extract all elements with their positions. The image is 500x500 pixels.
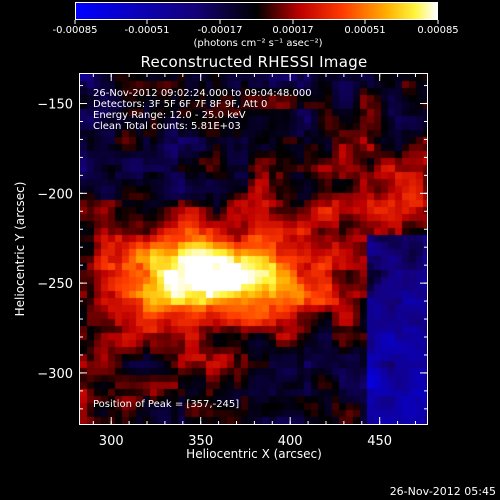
x-tick-label-1: 350: [188, 434, 213, 449]
x-axis-label: Heliocentric X (arcsec): [186, 447, 322, 461]
x-tick-label-3: 450: [367, 434, 392, 449]
y-tick-label-0: −150: [37, 98, 73, 113]
y-tick-label-1: −200: [37, 187, 73, 202]
x-tick-label-2: 400: [278, 434, 303, 449]
colorbar-gradient: [76, 3, 437, 19]
colorbar-tick-label-0: -0.00085: [52, 25, 98, 36]
heatmap-image: [80, 74, 427, 424]
energy-range-annotation: Energy Range: 12.0 - 25.0 keV: [93, 110, 246, 121]
colorbar-tick-label-2: -0.00017: [197, 25, 243, 36]
detectors-annotation: Detectors: 3F 5F 6F 7F 8F 9F, Att 0: [93, 99, 268, 110]
colorbar: [75, 2, 438, 20]
colorbar-tick-label-3: 0.00017: [272, 25, 314, 36]
colorbar-tick-label-1: -0.00051: [124, 25, 170, 36]
y-axis-label: Heliocentric Y (arcsec): [13, 181, 27, 317]
colorbar-tick-label-5: 0.00085: [417, 25, 459, 36]
clean-counts-annotation: Clean Total counts: 5.81E+03: [93, 121, 241, 132]
colorbar-ticks: [74, 20, 439, 24]
time-range-annotation: 26-Nov-2012 09:02:24.000 to 09:04:48.000: [93, 88, 312, 99]
peak-position-annotation: Position of Peak = [357,-245]: [93, 399, 240, 410]
plot-area: [79, 73, 428, 425]
footer-timestamp: 26-Nov-2012 05:45: [389, 485, 496, 498]
y-tick-label-3: −300: [37, 367, 73, 382]
chart-title: Reconstructed RHESSI Image: [140, 53, 368, 71]
x-tick-label-0: 300: [99, 434, 124, 449]
colorbar-unit-label: (photons cm⁻² s⁻¹ asec⁻²): [193, 38, 323, 49]
y-tick-label-2: −250: [37, 277, 73, 292]
colorbar-tick-label-4: 0.00051: [344, 25, 386, 36]
